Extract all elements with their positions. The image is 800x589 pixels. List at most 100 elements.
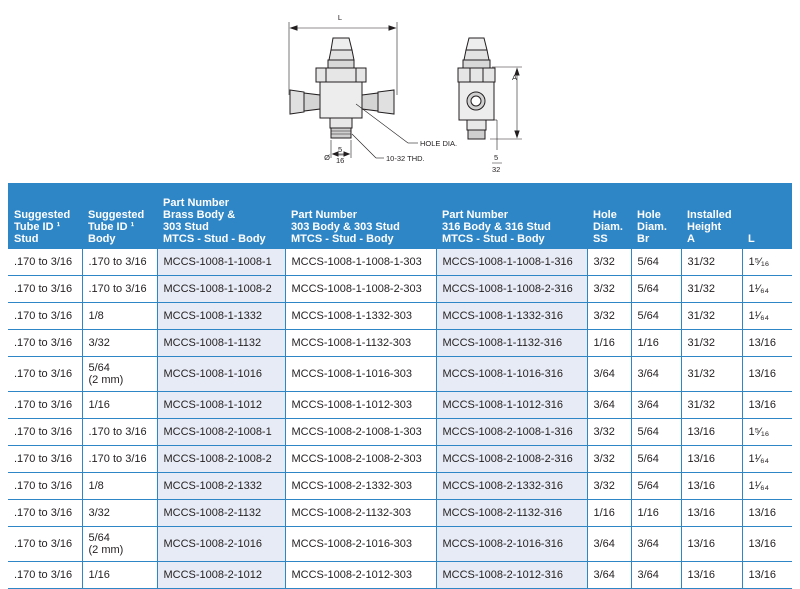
cell-part-303: MCCS-1008-2-1012-303 — [285, 561, 437, 589]
cell-l: 13/16 — [742, 499, 792, 527]
cell-l: 1¹⁄₆₄ — [742, 445, 792, 473]
table-row: .170 to 3/16 5/64 (2 mm) MCCS-1008-1-1016 M… — [8, 356, 792, 392]
dia-symbol: Ø — [324, 153, 330, 162]
cell-l: 13/16 — [742, 329, 792, 357]
cell-part-316: MCCS-1008-1-1008-2-316 — [436, 275, 588, 303]
cell-part-316: MCCS-1008-1-1016-316 — [436, 356, 588, 392]
cell-installed-height: 31/32 — [681, 329, 743, 357]
cell-hole-ss: 3/64 — [587, 561, 632, 589]
header-tube-id-body: Suggested Tube ID ¹ Body — [82, 183, 157, 249]
cell-tube-id-body: .170 to 3/16 — [82, 249, 158, 276]
cell-l: 1¹⁄₆₄ — [742, 472, 792, 500]
cell-part-brass: MCCS-1008-1-1012 — [157, 391, 286, 419]
cell-installed-height: 31/32 — [681, 249, 743, 276]
cell-tube-id-body: 1/16 — [82, 561, 158, 589]
cell-hole-br: 5/64 — [631, 275, 682, 303]
cell-tube-id-stud: .170 to 3/16 — [8, 302, 83, 330]
cell-tube-id-body: .170 to 3/16 — [82, 275, 158, 303]
cell-installed-height: 31/32 — [681, 391, 743, 419]
cell-hole-br: 3/64 — [631, 561, 682, 589]
cell-tube-id-body: 3/32 — [82, 499, 158, 527]
cell-tube-id-stud: .170 to 3/16 — [8, 356, 83, 392]
cell-part-316: MCCS-1008-2-1012-316 — [436, 561, 588, 589]
cell-part-303: MCCS-1008-2-1016-303 — [285, 526, 437, 562]
table-row: .170 to 3/16 3/32 MCCS-1008-2-1132 MCCS-100… — [8, 499, 792, 527]
cell-part-303: MCCS-1008-1-1012-303 — [285, 391, 437, 419]
cell-hole-br: 3/64 — [631, 391, 682, 419]
cell-part-brass: MCCS-1008-2-1008-2 — [157, 445, 286, 473]
table-row: .170 to 3/16 1/8 MCCS-1008-2-1332 MCCS-1008… — [8, 472, 792, 500]
cell-part-brass: MCCS-1008-1-1332 — [157, 302, 286, 330]
cell-tube-id-body: 1/8 — [82, 472, 158, 500]
cell-tube-id-stud: .170 to 3/16 — [8, 418, 83, 446]
cell-l: 1⁵⁄₁₆ — [742, 249, 792, 276]
cell-part-316: MCCS-1008-1-1008-1-316 — [436, 249, 588, 276]
cell-part-316: MCCS-1008-2-1332-316 — [436, 472, 588, 500]
cell-part-316: MCCS-1008-2-1132-316 — [436, 499, 588, 527]
cell-tube-id-stud: .170 to 3/16 — [8, 445, 83, 473]
cell-hole-ss: 3/32 — [587, 445, 632, 473]
header-part-316: Part Number 316 Body & 316 Stud MTCS - S… — [436, 183, 587, 249]
cell-tube-id-body: .170 to 3/16 — [82, 418, 158, 446]
header-l: L — [742, 183, 792, 249]
cell-part-brass: MCCS-1008-2-1332 — [157, 472, 286, 500]
cell-tube-id-body: .170 to 3/16 — [82, 445, 158, 473]
cell-hole-br: 5/64 — [631, 418, 682, 446]
cell-tube-id-stud: .170 to 3/16 — [8, 526, 83, 562]
thread-label: 10-32 THD. — [386, 154, 425, 163]
cell-installed-height: 13/16 — [681, 526, 743, 562]
cell-hole-ss: 3/32 — [587, 418, 632, 446]
stud-numerator: 5 — [494, 153, 498, 162]
cell-hole-ss: 3/64 — [587, 391, 632, 419]
cell-part-303: MCCS-1008-2-1132-303 — [285, 499, 437, 527]
fitting-drawing-svg: L Ø 5 16 HOLE DIA. 10-32 THD. — [288, 13, 522, 174]
table-row: .170 to 3/16.170 to 3/16 MCCS-1008-1-1008… — [8, 249, 792, 276]
table-row: .170 to 3/16 5/64 (2 mm) MCCS-1008-2-1016 M… — [8, 526, 792, 562]
dia-numerator: 5 — [338, 145, 342, 154]
cell-installed-height: 13/16 — [681, 499, 743, 527]
cell-part-316: MCCS-1008-1-1332-316 — [436, 302, 588, 330]
table-row: .170 to 3/16.170 to 3/16 MCCS-1008-2-1008… — [8, 418, 792, 446]
cell-tube-id-body: 5/64 (2 mm) — [82, 526, 158, 562]
cell-hole-br: 1/16 — [631, 329, 682, 357]
header-hole-br: Hole Diam. Br — [631, 183, 681, 249]
table-row: .170 to 3/16.170 to 3/16 MCCS-1008-1-1008… — [8, 275, 792, 303]
cell-tube-id-stud: .170 to 3/16 — [8, 561, 83, 589]
cell-l: 13/16 — [742, 391, 792, 419]
hole-dia-label: HOLE DIA. — [420, 139, 457, 148]
cell-part-brass: MCCS-1008-2-1016 — [157, 526, 286, 562]
table-row: .170 to 3/16 3/32 MCCS-1008-1-1132 MCCS-100… — [8, 329, 792, 357]
cell-part-brass: MCCS-1008-2-1012 — [157, 561, 286, 589]
dim-a-label: A — [512, 73, 517, 82]
cell-tube-id-stud: .170 to 3/16 — [8, 329, 83, 357]
cell-part-316: MCCS-1008-2-1016-316 — [436, 526, 588, 562]
cell-hole-br: 3/64 — [631, 356, 682, 392]
cell-part-brass: MCCS-1008-1-1132 — [157, 329, 286, 357]
table-row: .170 to 3/16 1/16 MCCS-1008-1-1012 MCCS-100… — [8, 391, 792, 419]
cell-part-303: MCCS-1008-1-1008-1-303 — [285, 249, 437, 276]
dim-l-label: L — [338, 13, 342, 22]
cell-hole-br: 5/64 — [631, 472, 682, 500]
cell-hole-ss: 1/16 — [587, 329, 632, 357]
table-row: .170 to 3/16 1/8 MCCS-1008-1-1332 MCCS-1008… — [8, 302, 792, 330]
cell-part-brass: MCCS-1008-2-1008-1 — [157, 418, 286, 446]
cell-part-303: MCCS-1008-2-1008-1-303 — [285, 418, 437, 446]
cell-hole-ss: 3/32 — [587, 302, 632, 330]
cell-part-303: MCCS-1008-2-1332-303 — [285, 472, 437, 500]
cell-hole-br: 5/64 — [631, 302, 682, 330]
cell-tube-id-stud: .170 to 3/16 — [8, 472, 83, 500]
cell-hole-ss: 3/32 — [587, 472, 632, 500]
cell-installed-height: 13/16 — [681, 472, 743, 500]
table-row: .170 to 3/16 1/16 MCCS-1008-2-1012 MCCS-100… — [8, 561, 792, 589]
front-view — [288, 22, 418, 159]
cell-tube-id-stud: .170 to 3/16 — [8, 499, 83, 527]
cell-part-303: MCCS-1008-1-1132-303 — [285, 329, 437, 357]
header-tube-id-stud: Suggested Tube ID ¹ Stud — [8, 183, 82, 249]
cell-part-brass: MCCS-1008-2-1132 — [157, 499, 286, 527]
cell-tube-id-stud: .170 to 3/16 — [8, 275, 83, 303]
cell-part-316: MCCS-1008-2-1008-2-316 — [436, 445, 588, 473]
cell-l: 13/16 — [742, 561, 792, 589]
cell-hole-ss: 3/32 — [587, 249, 632, 276]
cell-part-303: MCCS-1008-2-1008-2-303 — [285, 445, 437, 473]
cell-hole-br: 1/16 — [631, 499, 682, 527]
